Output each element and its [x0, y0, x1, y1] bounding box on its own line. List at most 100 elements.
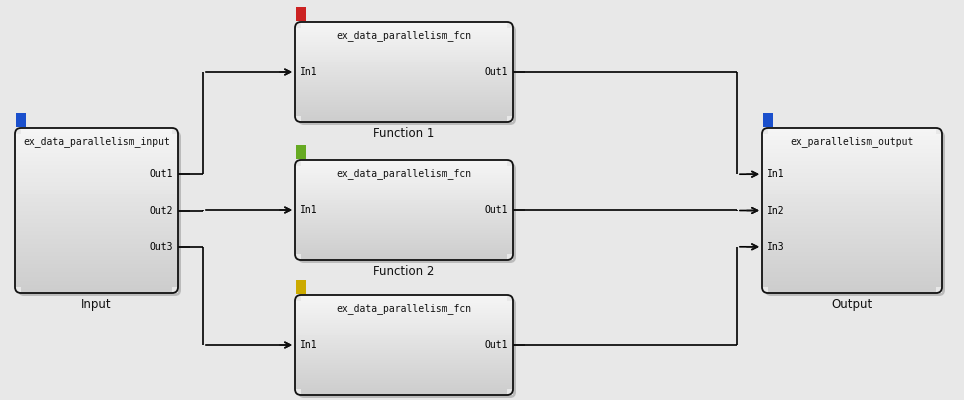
Text: Out1: Out1 [485, 67, 508, 77]
Bar [295, 255, 513, 258]
Text: In1: In1 [767, 169, 785, 179]
Bar [15, 202, 178, 206]
Bar [295, 72, 513, 74]
Bar [762, 178, 942, 182]
Bar [762, 182, 942, 186]
Bar [15, 153, 178, 157]
Bar [295, 338, 513, 340]
Text: Function 1: Function 1 [373, 127, 435, 140]
Bar [295, 84, 513, 87]
Text: Out1: Out1 [485, 340, 508, 350]
Bar [295, 240, 513, 242]
Bar [15, 235, 178, 239]
Bar [15, 231, 178, 235]
Bar [295, 202, 513, 205]
Bar [295, 318, 513, 320]
Bar [295, 195, 513, 198]
Bar [295, 77, 513, 80]
Bar [762, 223, 942, 227]
Bar [295, 30, 513, 32]
Bar [15, 239, 178, 244]
Text: ex_parallelism_output: ex_parallelism_output [790, 136, 914, 147]
Bar [15, 178, 178, 182]
Bar [762, 235, 942, 239]
Bar [295, 34, 513, 37]
Bar [15, 190, 178, 194]
Bar [296, 7, 306, 21]
Bar [296, 280, 306, 294]
Bar [295, 208, 513, 210]
Bar [15, 194, 178, 198]
Bar [762, 202, 942, 206]
Bar [295, 178, 513, 180]
Bar [295, 192, 513, 195]
Bar [762, 144, 942, 149]
Bar [295, 162, 513, 165]
Text: In3: In3 [767, 242, 785, 252]
Bar [295, 188, 513, 190]
Bar [16, 113, 26, 127]
Bar [295, 64, 513, 67]
Bar [295, 378, 513, 380]
Bar [15, 206, 178, 210]
Bar [295, 102, 513, 104]
Bar [762, 157, 942, 161]
Bar [295, 230, 513, 232]
Bar [15, 210, 178, 215]
Bar [762, 227, 942, 231]
Bar [295, 165, 513, 168]
Bar [295, 325, 513, 328]
Bar [762, 161, 942, 165]
Bar [762, 215, 942, 219]
FancyBboxPatch shape [298, 25, 516, 125]
Bar [295, 392, 513, 395]
Bar [296, 145, 306, 159]
Text: ex_data_parallelism_fcn: ex_data_parallelism_fcn [336, 303, 471, 314]
Bar [295, 328, 513, 330]
Text: In1: In1 [300, 67, 317, 77]
Bar [295, 372, 513, 375]
Bar [295, 114, 513, 117]
Bar [172, 128, 178, 134]
Bar [295, 235, 513, 238]
Bar [15, 161, 178, 165]
Bar [295, 60, 513, 62]
Bar [295, 312, 513, 315]
Bar [295, 340, 513, 342]
Bar [15, 260, 178, 264]
Bar [762, 210, 942, 215]
Bar [295, 218, 513, 220]
Bar [295, 305, 513, 308]
Bar [295, 225, 513, 228]
FancyBboxPatch shape [298, 298, 516, 398]
Bar [295, 300, 513, 302]
Bar [762, 281, 942, 285]
Bar [295, 210, 513, 212]
Bar [295, 355, 513, 358]
Bar [15, 289, 178, 293]
Bar [295, 298, 513, 300]
Bar [295, 90, 513, 92]
FancyBboxPatch shape [298, 163, 516, 263]
Bar [295, 228, 513, 230]
Text: In2: In2 [767, 206, 785, 216]
Bar [295, 370, 513, 372]
Bar [295, 198, 513, 200]
Bar [295, 100, 513, 102]
Bar [762, 186, 942, 190]
Bar [762, 289, 942, 293]
Bar [15, 281, 178, 285]
Bar [295, 87, 513, 90]
Bar [295, 212, 513, 215]
Bar [295, 180, 513, 182]
Bar [295, 190, 513, 192]
Bar [507, 254, 513, 260]
Bar [295, 389, 301, 395]
Bar [295, 332, 513, 335]
Bar [15, 276, 178, 281]
Bar [762, 260, 942, 264]
Bar [295, 182, 513, 185]
Bar [762, 206, 942, 210]
Bar [762, 219, 942, 223]
Bar [15, 182, 178, 186]
